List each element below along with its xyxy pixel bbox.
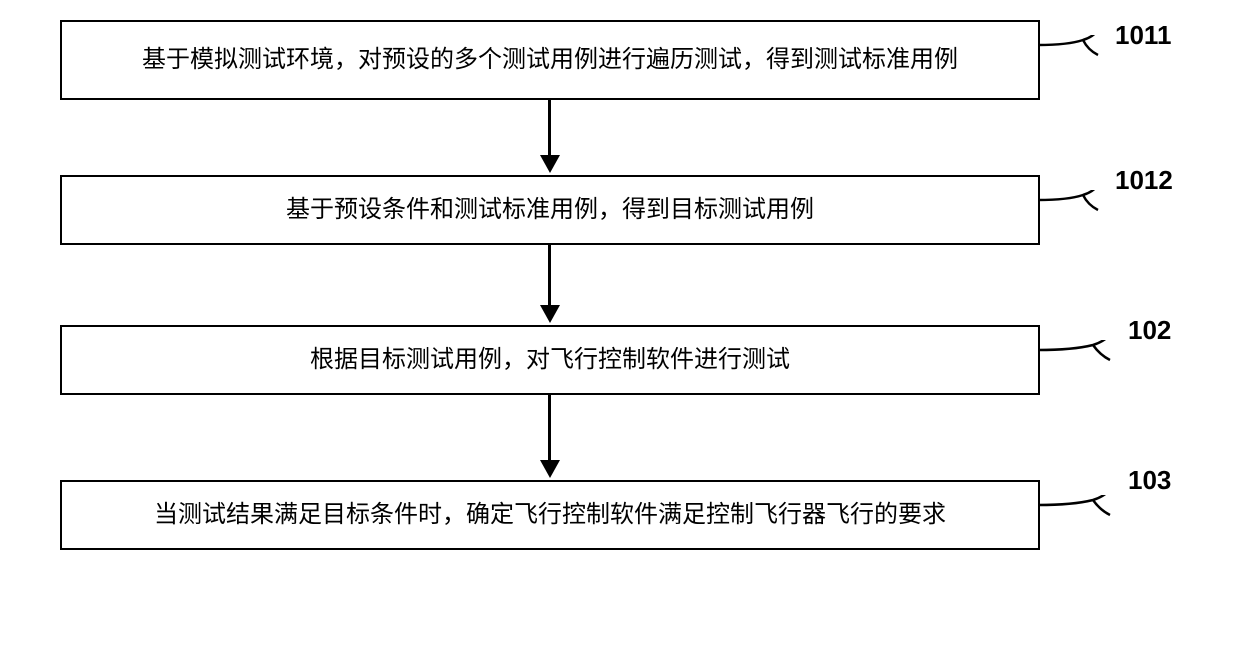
flowchart-node-4: 当测试结果满足目标条件时，确定飞行控制软件满足控制飞行器飞行的要求 bbox=[60, 480, 1040, 550]
connector-2 bbox=[1038, 190, 1118, 240]
node-2-text: 基于预设条件和测试标准用例，得到目标测试用例 bbox=[286, 192, 814, 228]
flowchart-node-1: 基于模拟测试环境，对预设的多个测试用例进行遍历测试，得到测试标准用例 bbox=[60, 20, 1040, 100]
arrow-3 bbox=[548, 395, 552, 480]
node-2-label: 1012 bbox=[1115, 165, 1173, 196]
flowchart-node-2: 基于预设条件和测试标准用例，得到目标测试用例 bbox=[60, 175, 1040, 245]
arrow-2 bbox=[548, 245, 552, 325]
node-4-label: 103 bbox=[1128, 465, 1171, 496]
flowchart-node-3: 根据目标测试用例，对飞行控制软件进行测试 bbox=[60, 325, 1040, 395]
node-3-label: 102 bbox=[1128, 315, 1171, 346]
connector-4 bbox=[1038, 495, 1128, 545]
connector-3 bbox=[1038, 340, 1128, 390]
node-1-text: 基于模拟测试环境，对预设的多个测试用例进行遍历测试，得到测试标准用例 bbox=[142, 42, 958, 78]
node-4-text: 当测试结果满足目标条件时，确定飞行控制软件满足控制飞行器飞行的要求 bbox=[154, 497, 946, 533]
node-1-label: 1011 bbox=[1115, 20, 1171, 51]
arrow-1 bbox=[548, 100, 552, 175]
connector-1 bbox=[1038, 35, 1118, 85]
node-3-text: 根据目标测试用例，对飞行控制软件进行测试 bbox=[310, 342, 790, 378]
